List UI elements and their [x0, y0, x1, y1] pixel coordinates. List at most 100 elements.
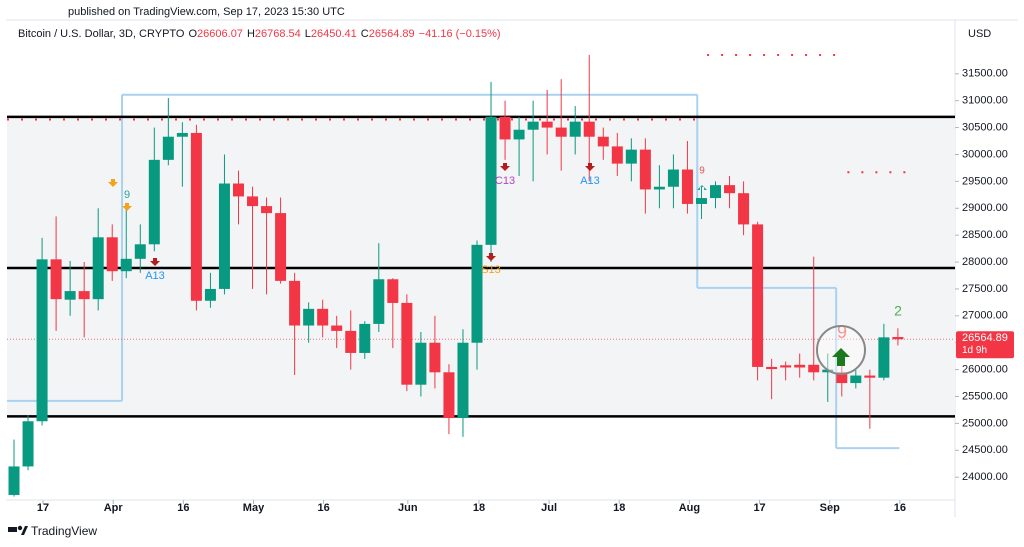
candle-body: [387, 279, 399, 303]
td-label: A13: [580, 175, 600, 187]
ohlc-prefix: C: [361, 28, 369, 40]
candle-body: [485, 116, 497, 245]
candle-body: [541, 121, 553, 128]
x-tick-label: 17: [753, 502, 765, 514]
candle-body: [429, 342, 441, 373]
x-tick-label: 18: [473, 502, 485, 514]
ohlc-value: 26768.54: [255, 28, 301, 40]
signal-arrow: [697, 185, 707, 190]
candle-body: [850, 375, 862, 384]
candle-body: [752, 224, 764, 367]
td-label: 9: [124, 189, 130, 201]
signal-arrow: [150, 258, 160, 266]
y-tick-label: 29500.00: [962, 175, 1008, 187]
candle-body: [611, 146, 623, 164]
candle-body: [289, 280, 301, 326]
candle-body: [878, 337, 890, 378]
td-label: C13: [495, 175, 515, 187]
candle-body: [92, 237, 104, 300]
ohlc-value: 26606.07: [197, 28, 243, 40]
y-tick-label: 30500.00: [962, 121, 1008, 133]
candle-body: [176, 132, 188, 137]
candle-body: [457, 342, 469, 419]
x-tick-label: Jul: [541, 502, 557, 514]
candle-body: [204, 288, 216, 301]
td-label: 2: [894, 303, 902, 319]
candle-body: [738, 193, 750, 225]
candle-body: [653, 186, 665, 190]
buy-arrow: [832, 348, 850, 366]
y-tick-label: 27000.00: [962, 310, 1008, 322]
candle-body: [64, 291, 76, 300]
candle-body: [232, 183, 244, 197]
signal-arrow: [122, 203, 132, 211]
x-tick-label: 16: [318, 502, 330, 514]
candle-body: [471, 244, 483, 343]
y-tick-label: 28000.00: [962, 256, 1008, 268]
price-tag-value: 26564.89: [962, 332, 1008, 344]
x-tick-label: 18: [613, 502, 625, 514]
candle-body: [569, 121, 581, 137]
candle-body: [317, 308, 329, 326]
x-tick-label: Apr: [104, 502, 124, 514]
candle-body: [22, 421, 34, 467]
candle-body: [345, 330, 357, 353]
candle-body: [780, 365, 792, 368]
x-tick-label: Aug: [679, 502, 700, 514]
candle-body: [836, 372, 848, 384]
candle-body: [892, 337, 904, 340]
candle-body: [275, 213, 287, 281]
signal-arrow: [108, 179, 118, 187]
footer-brand: TradingView: [31, 524, 97, 538]
legend: Bitcoin / U.S. Dollar, 3D, CRYPTO O26606.…: [18, 28, 501, 40]
price-tag-countdown: 1d 9h: [962, 345, 987, 356]
signal-arrow: [585, 163, 595, 171]
publish-note: published on TradingView.com, Sep 17, 20…: [68, 6, 345, 18]
y-tick-label: 30000.00: [962, 148, 1008, 160]
x-tick-label: 17: [37, 502, 49, 514]
candle-body: [681, 169, 693, 204]
candle-body: [148, 159, 160, 245]
candle-body: [36, 259, 48, 422]
candle-body: [808, 364, 820, 373]
ohlc-prefix: O: [188, 28, 197, 40]
price-tag: [956, 331, 1014, 359]
candle-body: [373, 279, 385, 324]
td-label: 9: [699, 166, 705, 177]
ohlc-prefix: H: [247, 28, 255, 40]
ohlc-value: 26564.89: [369, 28, 415, 40]
td-label: S13: [481, 264, 501, 276]
y-tick-label: 27500.00: [962, 283, 1008, 295]
y-tick-label: 26000.00: [962, 364, 1008, 376]
candle-body: [331, 325, 343, 331]
candle-body: [710, 185, 722, 199]
candle-body: [261, 206, 273, 214]
td-label: A13: [145, 270, 165, 282]
candle-body: [359, 323, 371, 353]
x-tick-label: 16: [177, 502, 189, 514]
candle-body: [106, 237, 118, 272]
candle-body: [162, 136, 174, 160]
candle-body: [667, 169, 679, 187]
y-tick-label: 29000.00: [962, 202, 1008, 214]
x-tick-label: 16: [894, 502, 906, 514]
candle-body: [303, 308, 315, 326]
candle-body: [625, 149, 637, 164]
td-label: 9: [837, 322, 847, 342]
candle-body: [513, 129, 525, 140]
currency: USD: [968, 28, 991, 40]
candle-body: [247, 196, 259, 207]
ohlc-prefix: L: [305, 28, 311, 40]
candle-body: [415, 342, 427, 385]
y-tick-label: 31000.00: [962, 95, 1008, 107]
candle-body: [695, 198, 707, 204]
y-tick-label: 25500.00: [962, 390, 1008, 402]
signal-arrow: [486, 253, 496, 261]
x-tick-label: Jun: [398, 502, 418, 514]
candle-body: [794, 364, 806, 368]
logo: [8, 525, 28, 535]
candle-body: [134, 244, 146, 259]
candle-body: [443, 372, 455, 419]
candle-body: [499, 116, 511, 140]
x-tick-label: Sep: [820, 502, 840, 514]
